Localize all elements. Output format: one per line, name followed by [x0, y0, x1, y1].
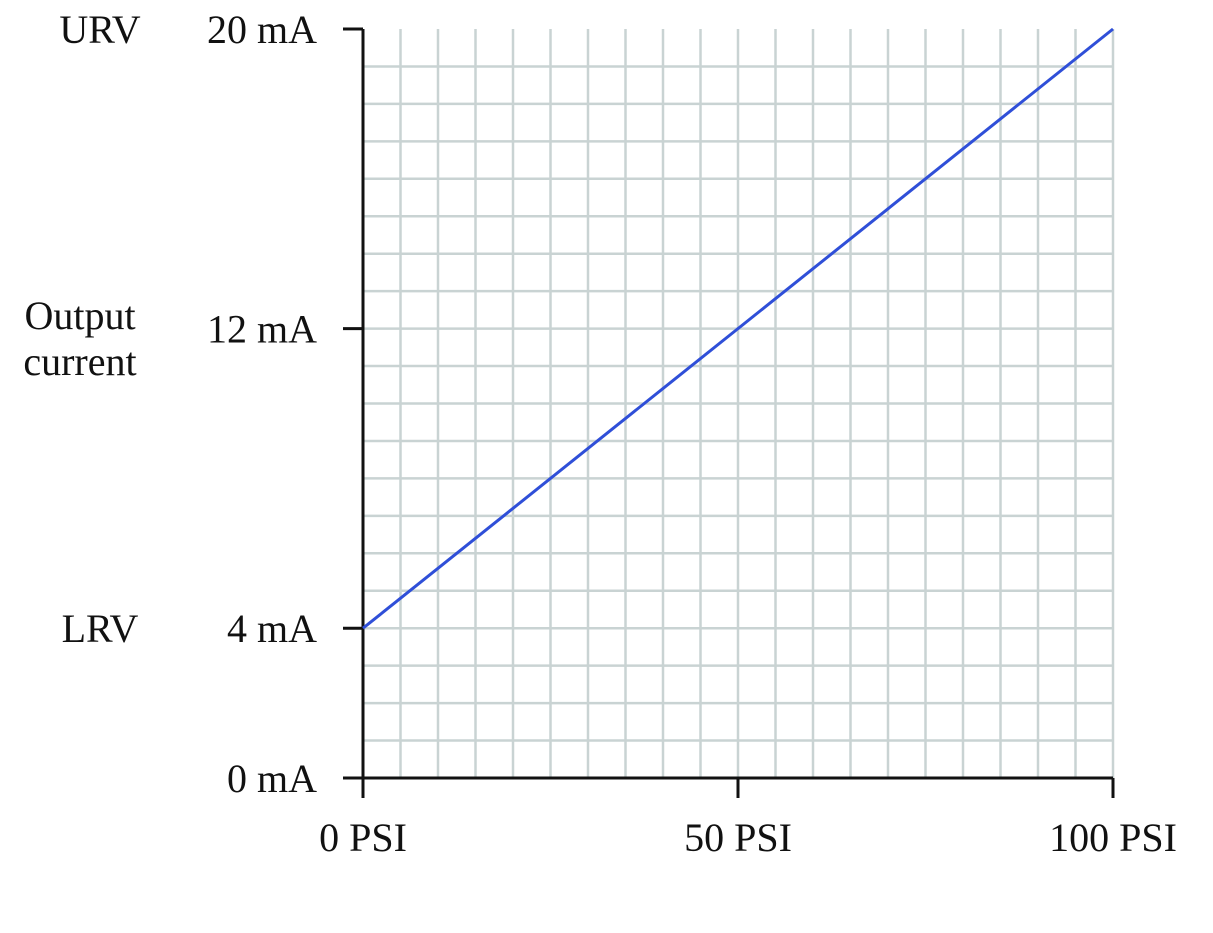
y-tick-sidelabel: URV	[59, 7, 140, 52]
y-tick-sidelabel: LRV	[62, 606, 139, 651]
y-tick-label: 20 mA	[207, 7, 317, 52]
y-tick-label: 0 mA	[227, 756, 317, 801]
x-tick-label: 50 PSI	[684, 815, 792, 860]
y-tick-label: 4 mA	[227, 606, 317, 651]
chart-axes	[343, 29, 1113, 798]
x-tick-label: 100 PSI	[1049, 815, 1177, 860]
series-line	[362, 27, 1114, 630]
axis-ticks: 0 mA 4 mA LRV 12 mA 20 mA URV 0 PSI 50 PSI 100 P…	[59, 7, 1177, 860]
chart-series	[362, 27, 1114, 630]
y-axis-title-line: current	[23, 339, 136, 384]
y-tick-label: 12 mA	[207, 307, 317, 352]
y-axis-title-line: Output	[24, 293, 135, 338]
x-tick-label: 0 PSI	[319, 815, 407, 860]
chart-grid	[363, 29, 1115, 778]
